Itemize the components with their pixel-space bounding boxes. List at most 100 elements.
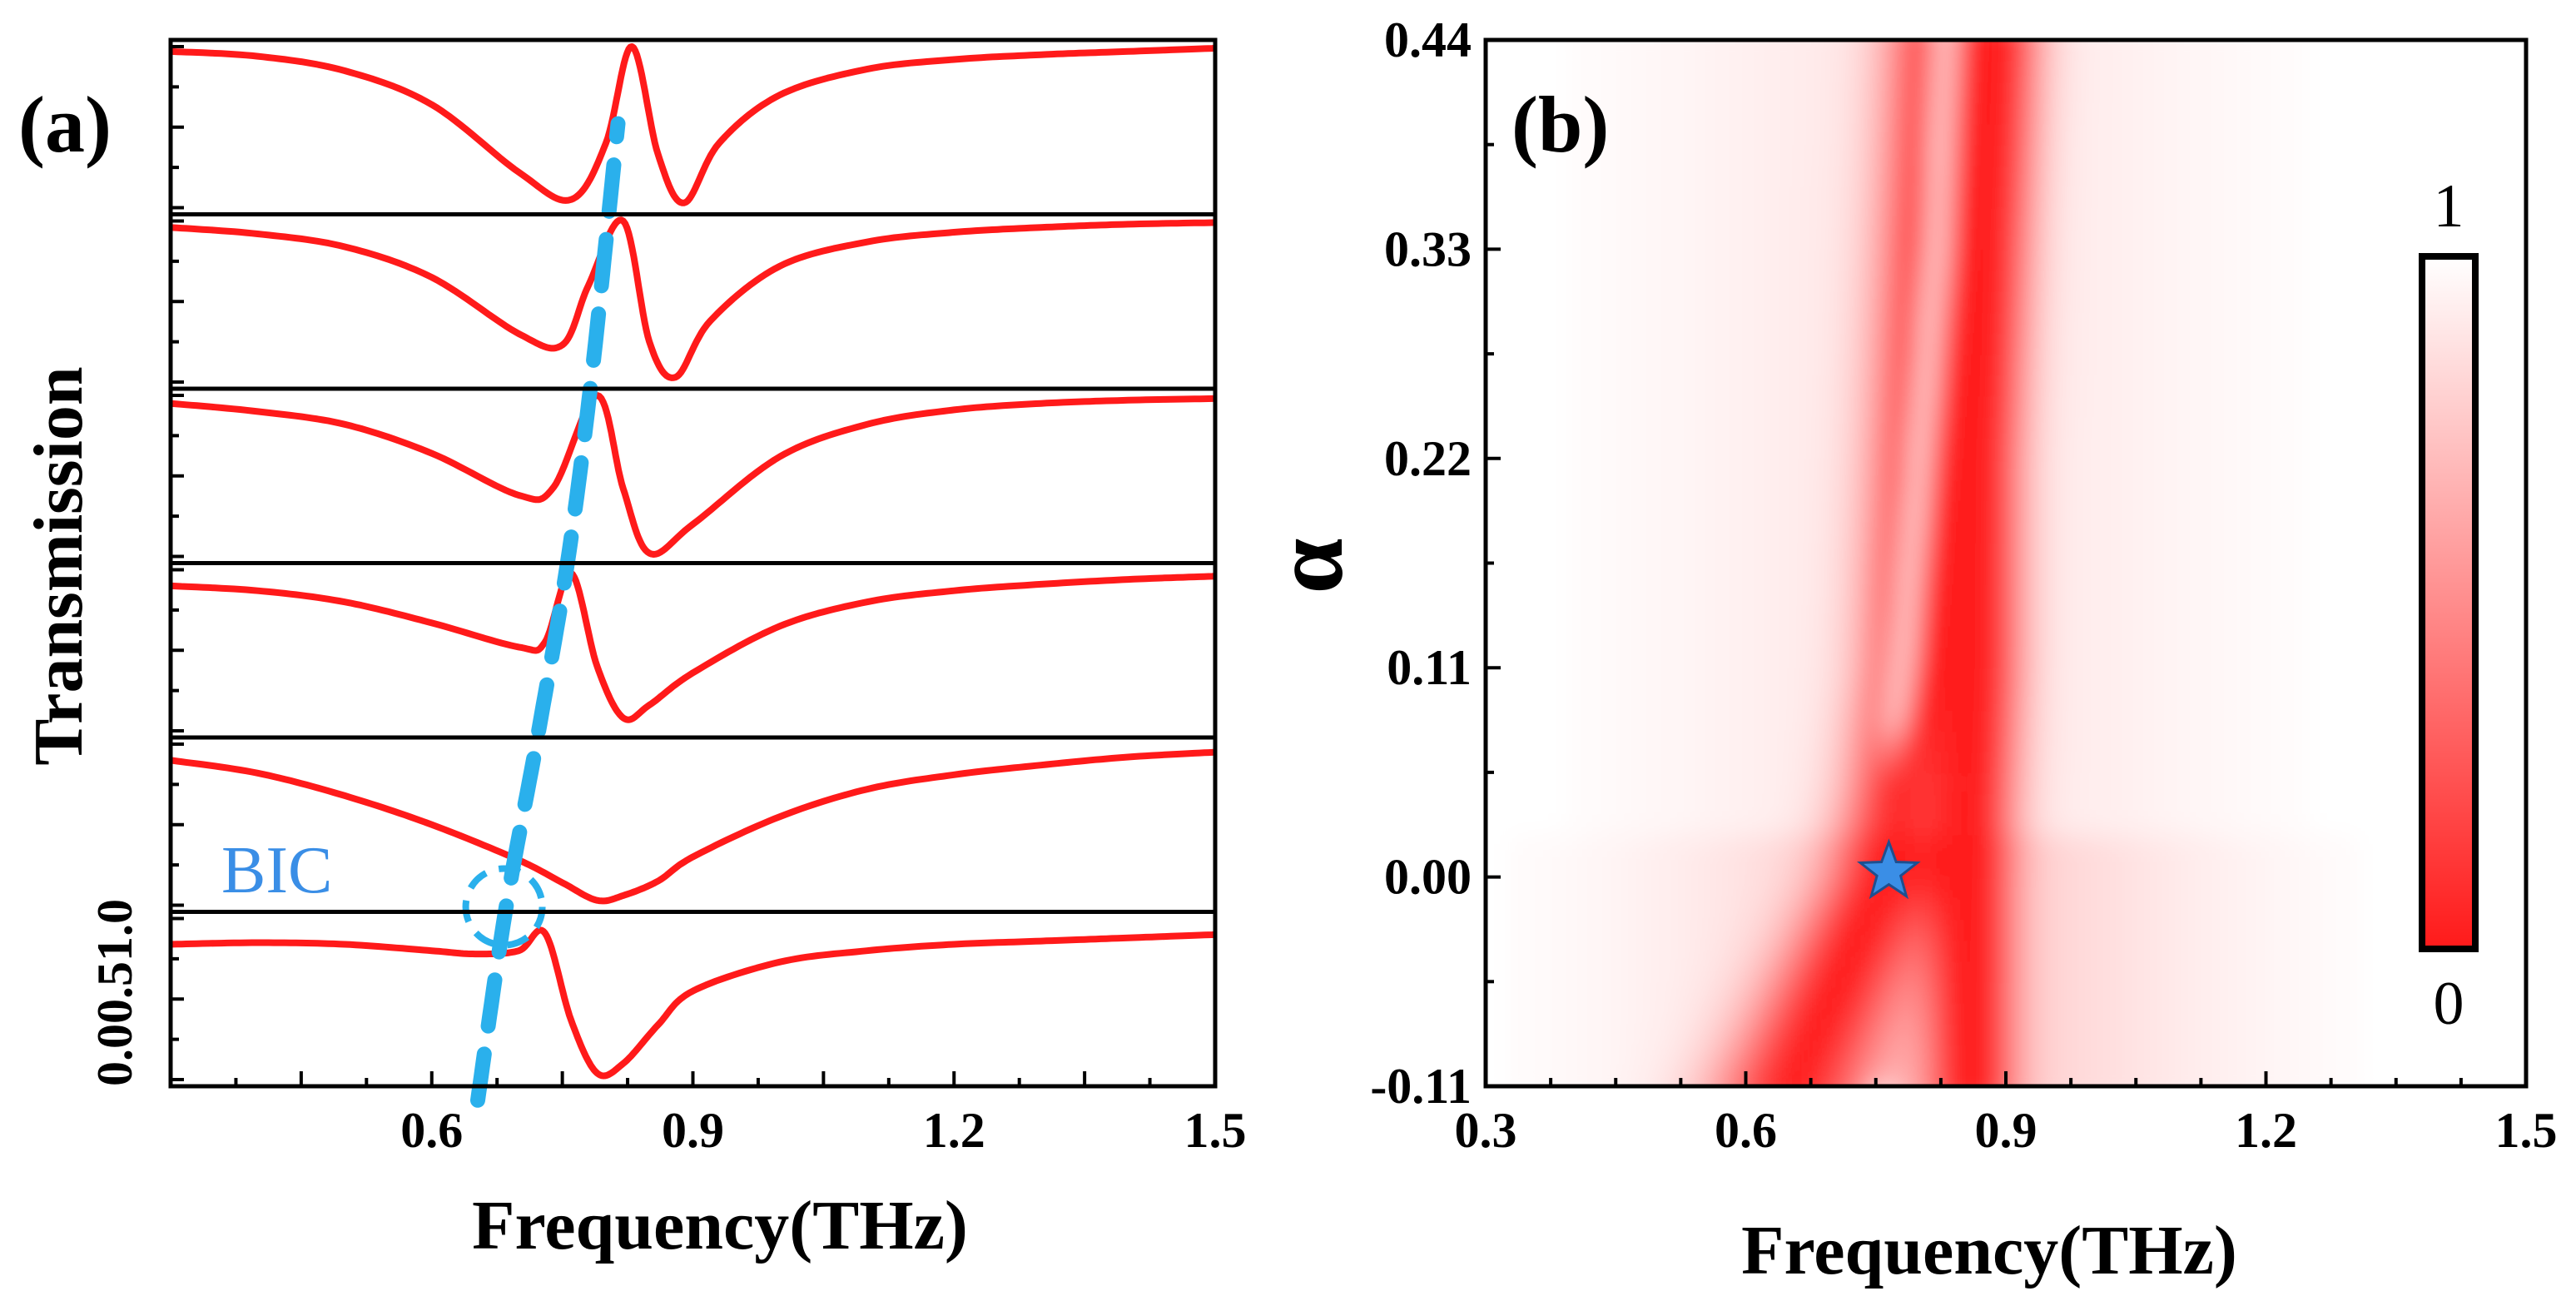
heatmap-cell	[1652, 82, 1664, 104]
heatmap-cell	[1756, 647, 1768, 669]
heatmap-cell	[2182, 1044, 2194, 1066]
heatmap-cell	[1829, 751, 1840, 773]
heatmap-cell	[1943, 290, 1955, 313]
heatmap-cell	[1569, 814, 1581, 837]
heatmap-cell	[2276, 688, 2288, 711]
heatmap-cell	[1953, 897, 1965, 920]
heatmap-cell	[1808, 688, 1819, 711]
heatmap-cell	[2047, 709, 2059, 732]
panel-b-x-axis-title: Frequency(THz)	[1741, 1212, 2237, 1289]
heatmap-cell	[2016, 772, 2028, 794]
heatmap-cell	[1849, 437, 1861, 459]
heatmap-cell	[1631, 395, 1643, 418]
heatmap-cell	[2120, 437, 2132, 459]
heatmap-cell	[1985, 207, 1997, 230]
heatmap-cell	[1631, 1002, 1643, 1025]
heatmap-cell	[2245, 228, 2256, 251]
heatmap-cell	[2131, 458, 2142, 480]
heatmap-cell	[1652, 102, 1664, 125]
heatmap-cell	[2068, 688, 2080, 711]
heatmap-cell	[2037, 583, 2048, 606]
heatmap-cell	[1943, 186, 1955, 209]
heatmap-cell	[2099, 835, 2111, 857]
heatmap-cell	[1964, 583, 1976, 606]
heatmap-cell	[1808, 500, 1819, 523]
heatmap-cell	[2057, 542, 2069, 564]
heatmap-cell	[1953, 981, 1965, 1004]
heatmap-cell	[1600, 793, 1611, 816]
heatmap-cell	[2182, 333, 2194, 355]
heatmap-cell	[1808, 730, 1819, 752]
heatmap-cell	[2328, 897, 2340, 920]
heatmap-cell	[1923, 479, 1934, 501]
heatmap-cell	[1745, 1023, 1757, 1045]
heatmap-cell	[1870, 940, 1882, 962]
heatmap-cell	[1923, 249, 1934, 271]
heatmap-cell	[2297, 604, 2309, 627]
heatmap-cell	[2193, 333, 2205, 355]
heatmap-cell	[2089, 500, 2101, 523]
heatmap-cell	[2152, 333, 2163, 355]
heatmap-cell	[2297, 542, 2309, 564]
heatmap-cell	[2245, 856, 2256, 878]
heatmap-cell	[1849, 918, 1861, 941]
heatmap-cell	[1579, 311, 1591, 334]
heatmap-cell	[1912, 1044, 1923, 1066]
heatmap-cell	[1662, 793, 1674, 816]
heatmap-cell	[1891, 1023, 1903, 1045]
heatmap-cell	[2068, 228, 2080, 251]
heatmap-cell	[2057, 333, 2069, 355]
heatmap-cell	[1943, 165, 1955, 187]
heatmap-cell	[1579, 375, 1591, 397]
heatmap-cell	[2141, 333, 2152, 355]
heatmap-cell	[2266, 123, 2277, 146]
heatmap-cell	[2266, 668, 2277, 690]
heatmap-cell	[1777, 290, 1789, 313]
heatmap-cell	[1600, 40, 1611, 62]
heatmap-cell	[2214, 40, 2226, 62]
heatmap-cell	[1891, 668, 1903, 690]
heatmap-cell	[1860, 793, 1872, 816]
heatmap-cell	[1673, 1044, 1685, 1066]
heatmap-cell	[2131, 940, 2142, 962]
heatmap-cell	[1735, 354, 1747, 376]
heatmap-cell	[1849, 542, 1861, 564]
heatmap-cell	[1590, 500, 1601, 523]
heatmap-cell	[1673, 772, 1685, 794]
heatmap-cell	[1600, 270, 1611, 292]
heatmap-cell	[2037, 1023, 2048, 1045]
heatmap-cell	[2078, 563, 2090, 585]
heatmap-cell	[2214, 416, 2226, 439]
heatmap-cell	[2193, 102, 2205, 125]
heatmap-cell	[2078, 228, 2090, 251]
transmission-curve	[171, 392, 1215, 558]
heatmap-cell	[2089, 82, 2101, 104]
heatmap-cell	[2245, 772, 2256, 794]
heatmap-cell	[1715, 500, 1726, 523]
heatmap-cell	[1974, 61, 1986, 83]
heatmap-cell	[1839, 542, 1851, 564]
heatmap-cell	[1694, 354, 1705, 376]
heatmap-cell	[1923, 207, 1934, 230]
heatmap-cell	[1715, 772, 1726, 794]
heatmap-cell	[1516, 1065, 1528, 1086]
heatmap-cell	[2141, 270, 2152, 292]
heatmap-cell	[1839, 688, 1851, 711]
heatmap-cell	[1652, 521, 1664, 544]
heatmap-cell	[1569, 1044, 1581, 1066]
heatmap-cell	[2256, 270, 2267, 292]
heatmap-cell	[1641, 1023, 1653, 1045]
heatmap-cell	[1569, 354, 1581, 376]
heatmap-cell	[2266, 144, 2277, 166]
heatmap-cell	[1745, 437, 1757, 459]
heatmap-cell	[1673, 311, 1685, 334]
heatmap-cell	[1839, 40, 1851, 41]
heatmap-cell	[2162, 102, 2173, 125]
heatmap-cell	[1745, 165, 1757, 187]
heatmap-cell	[1777, 500, 1789, 523]
heatmap-cell	[1860, 730, 1872, 752]
heatmap-cell	[1766, 772, 1778, 794]
heatmap-cell	[2078, 1044, 2090, 1066]
heatmap-cell	[1995, 311, 2007, 334]
heatmap-cell	[1600, 375, 1611, 397]
